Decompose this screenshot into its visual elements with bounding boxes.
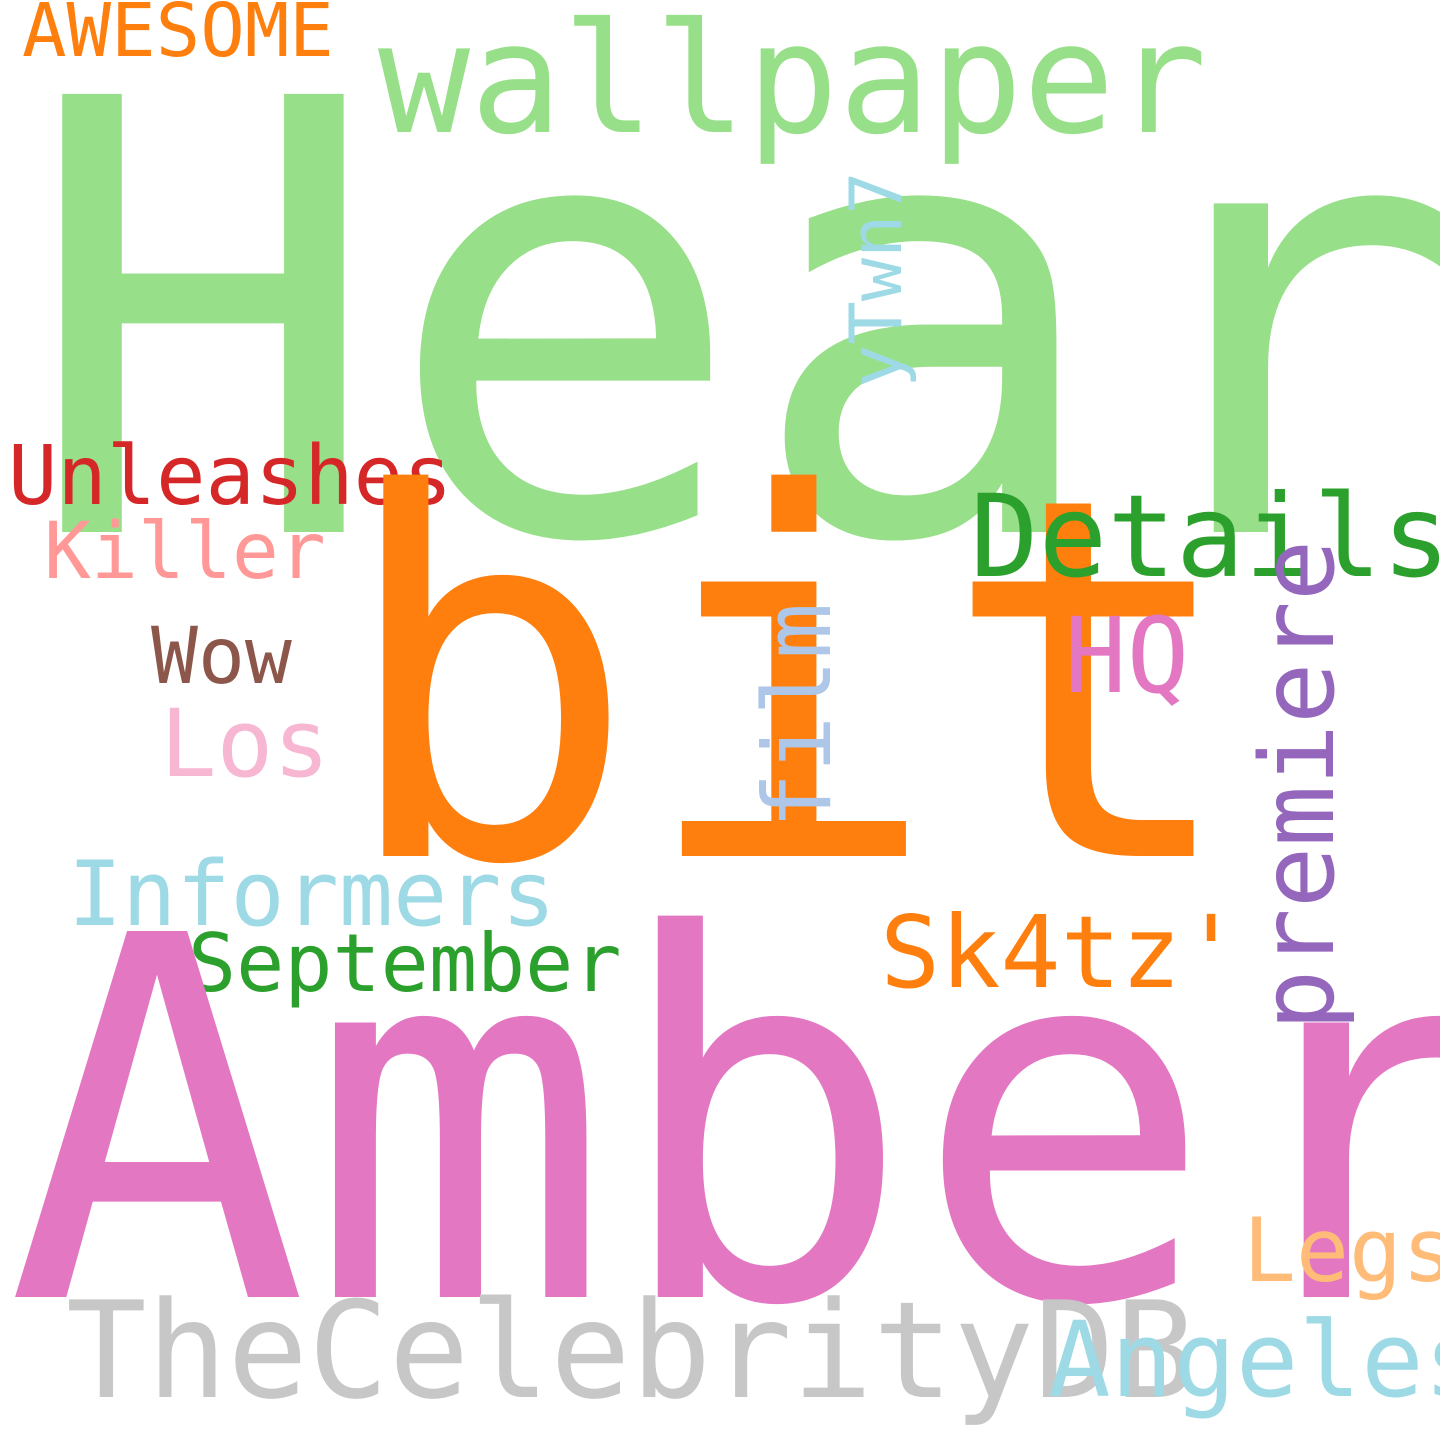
word-ytwn7: yTwn7 [834, 171, 918, 388]
word-bit: bit [336, 391, 1243, 975]
word-september: September [188, 917, 622, 1010]
word-film: film [744, 602, 853, 829]
word-thecelebritydb: TheCelebrityDB [66, 1273, 1196, 1429]
word-legs: Legs [1243, 1199, 1440, 1302]
word-killer: Killer [44, 507, 326, 597]
word-los: Los [160, 690, 330, 799]
word-details: Details [970, 470, 1440, 603]
word-awesome: AWESOME [22, 0, 334, 74]
word-informers: Informers [68, 842, 556, 947]
word-amber: Amber [6, 832, 1440, 1416]
word-wow: Wow [151, 612, 292, 702]
word-heard: Heard [22, 0, 1440, 674]
word-angeles: Angeles [1048, 1299, 1440, 1421]
word-hq: HQ [1064, 595, 1190, 717]
word-unleashes: Unleashes [8, 429, 453, 524]
word-wallpaper: wallpaper [378, 0, 1208, 169]
word-sk4tz: Sk4tz' [880, 894, 1242, 1011]
